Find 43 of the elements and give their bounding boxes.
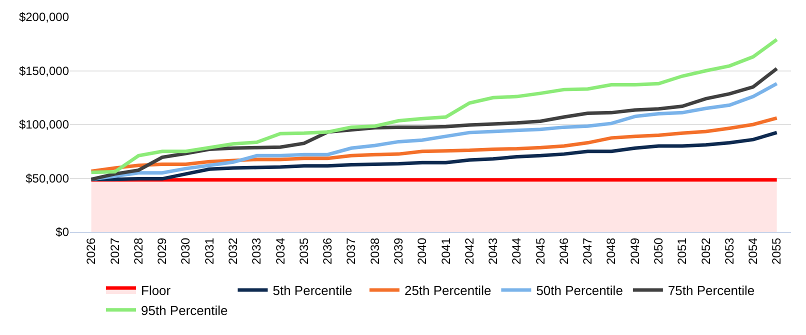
y-tick-label: $50,000: [26, 171, 70, 186]
x-tick-label: 2054: [746, 237, 760, 265]
x-tick-label: 2042: [462, 237, 476, 265]
x-tick-label: 2049: [628, 237, 642, 265]
x-tick-label: 2028: [131, 237, 146, 265]
x-tick-label: 2041: [438, 237, 453, 265]
legend-label: 5th Percentile: [272, 283, 352, 298]
x-tick-label: 2029: [155, 237, 170, 265]
x-tick-label: 2045: [533, 237, 548, 265]
legend-label: 75th Percentile: [668, 283, 755, 298]
line-series: [90, 38, 779, 174]
x-tick-label: 2053: [722, 237, 736, 265]
x-tick-label: 2036: [320, 237, 335, 265]
line-series: [90, 116, 779, 174]
x-tick-label: 2030: [178, 237, 193, 265]
x-tick-label: 2040: [415, 237, 430, 265]
y-tick-label: $150,000: [18, 64, 70, 78]
x-tick-label: 2031: [202, 237, 216, 265]
y-tick-label: $200,000: [18, 10, 70, 24]
legend-label: 50th Percentile: [536, 283, 623, 298]
x-tick-label: 2047: [580, 237, 595, 265]
x-tick-label: 2026: [84, 237, 98, 265]
x-tick-label: 2038: [368, 237, 382, 265]
y-tick-label: $0: [56, 225, 70, 240]
x-tick-label: 2037: [344, 237, 358, 265]
legend-label: 25th Percentile: [404, 283, 492, 298]
x-tick-label: 2044: [510, 237, 524, 265]
x-tick-label: 2035: [296, 237, 311, 265]
x-tick-label: 2051: [675, 237, 690, 265]
x-tick-label: 2055: [770, 237, 784, 265]
x-tick-label: 2046: [556, 237, 571, 265]
x-tick-label: 2034: [273, 237, 288, 265]
legend-label: Floor: [141, 283, 172, 298]
x-tick-label: 2052: [698, 237, 713, 265]
x-tick-label: 2032: [226, 237, 240, 265]
x-tick-label: 2048: [604, 237, 618, 265]
y-tick-label: $100,000: [18, 118, 70, 132]
legend-label: 95th Percentile: [141, 302, 228, 318]
x-tick-label: 2043: [486, 237, 500, 265]
x-tick-label: 2027: [108, 237, 122, 265]
x-tick-label: 2039: [391, 237, 406, 265]
x-tick-label: 2050: [652, 237, 666, 265]
x-tick-label: 2033: [250, 237, 264, 265]
